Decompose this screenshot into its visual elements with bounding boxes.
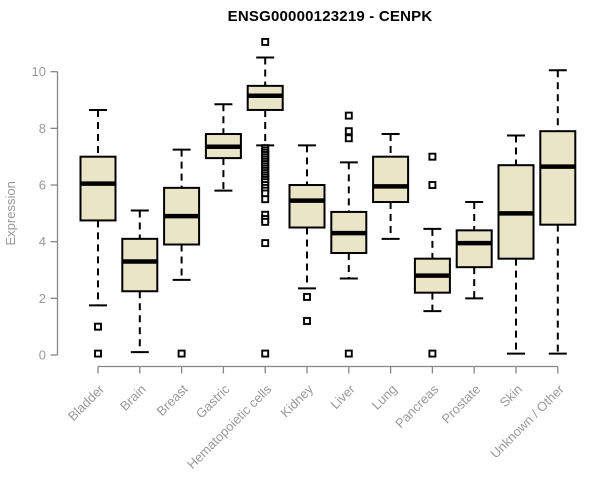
outlier-point: [428, 181, 437, 189]
iqr-box: [79, 155, 117, 222]
x-category-label-liver: Liver: [327, 381, 358, 412]
y-axis-title: Expression: [3, 181, 18, 245]
box-kidney: [288, 144, 326, 325]
iqr-box: [288, 184, 326, 229]
box-hematopoietic-cells: [246, 38, 284, 358]
x-category-label-gastric: Gastric: [193, 381, 233, 421]
x-category-label-skin: Skin: [497, 382, 525, 410]
box-skin: [497, 134, 535, 355]
box-brain: [121, 209, 159, 354]
outlier-point: [261, 195, 270, 204]
x-category-label-breast: Breast: [154, 381, 191, 418]
box-pancreas: [413, 152, 451, 358]
box-unknown-other: [539, 69, 577, 355]
outlier-point: [261, 38, 270, 46]
x-category-label-lung: Lung: [369, 382, 400, 413]
outlier-point: [303, 292, 311, 301]
x-category-label-pancreas: Pancreas: [392, 381, 442, 431]
outlier-point: [344, 349, 353, 358]
outlier-point: [177, 349, 186, 358]
outlier-point: [94, 349, 102, 358]
y-tick-label: 4: [39, 234, 46, 249]
box-gastric: [204, 103, 242, 192]
x-category-label-unknown-other: Unknown / Other: [487, 381, 567, 461]
outlier-point: [344, 111, 353, 120]
y-tick-label: 8: [39, 121, 46, 136]
y-tick-label: 2: [39, 291, 46, 306]
outlier-point: [261, 349, 270, 358]
outlier-point: [303, 317, 311, 325]
box-breast: [163, 148, 201, 358]
y-tick-label: 10: [32, 64, 46, 79]
chart-title: ENSG00000123219 - CENPK: [227, 8, 433, 25]
iqr-box: [539, 130, 577, 226]
iqr-box: [455, 229, 493, 269]
outlier-point: [344, 127, 353, 136]
outlier-point: [94, 322, 102, 331]
x-category-label-prostate: Prostate: [438, 382, 483, 427]
box-prostate: [455, 201, 493, 300]
x-category-label-bladder: Bladder: [65, 381, 108, 424]
box-bladder: [79, 108, 117, 358]
box-lung: [372, 133, 410, 240]
outlier-point: [261, 217, 270, 226]
outlier-point: [344, 134, 353, 143]
outlier-point: [261, 239, 270, 248]
outlier-point: [428, 152, 437, 161]
y-tick-label: 0: [39, 348, 46, 363]
box-liver: [330, 111, 368, 358]
x-category-label-kidney: Kidney: [277, 381, 316, 420]
iqr-box: [372, 155, 410, 204]
outlier-point: [428, 349, 437, 358]
iqr-box: [121, 237, 159, 293]
y-tick-label: 6: [39, 178, 46, 193]
x-category-label-brain: Brain: [117, 382, 149, 414]
